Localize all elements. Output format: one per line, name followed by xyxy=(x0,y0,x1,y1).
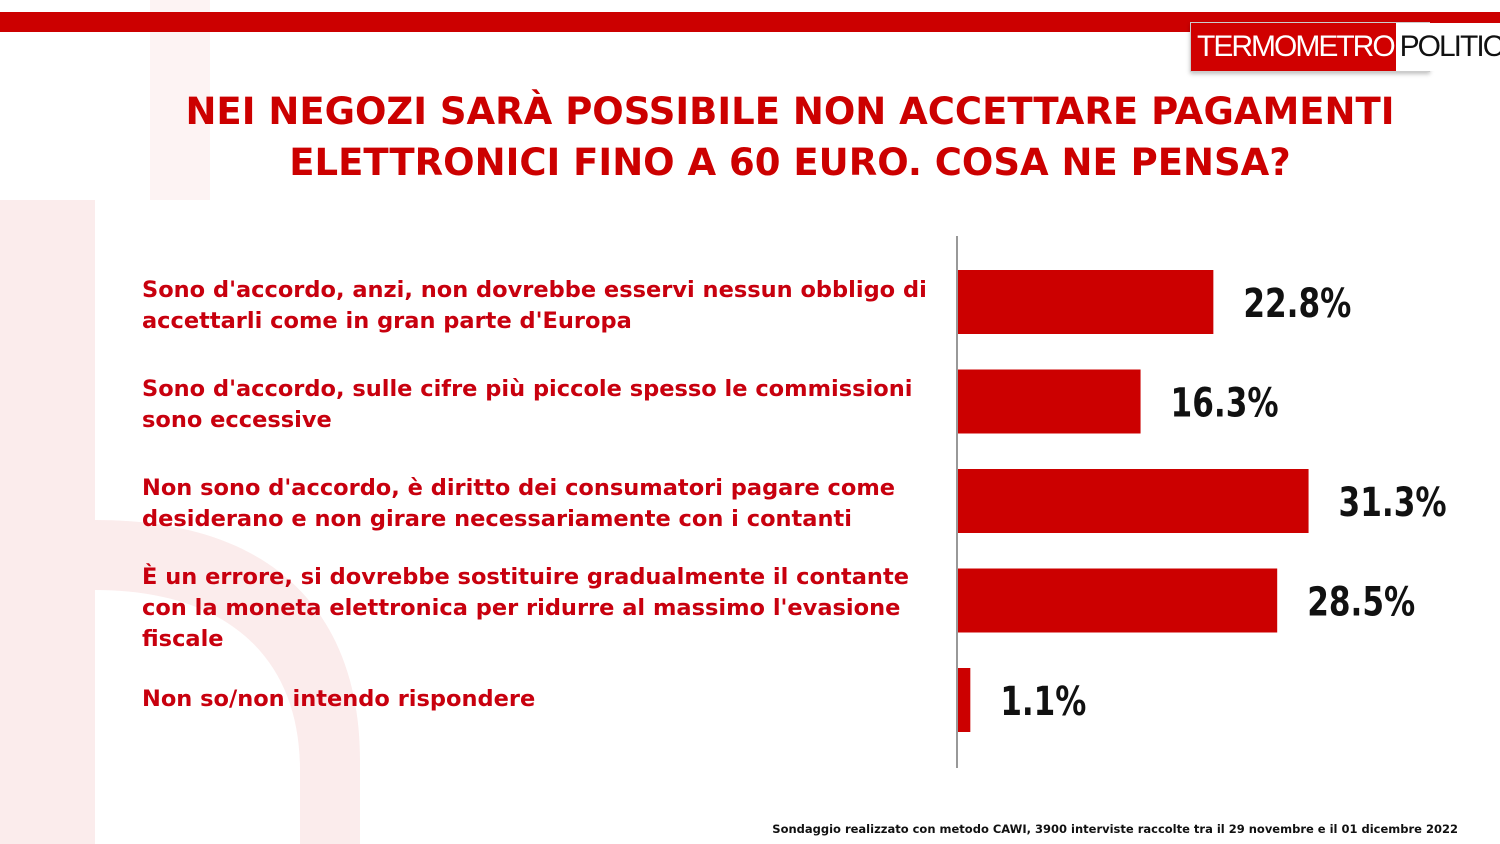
bar-2 xyxy=(958,369,1141,434)
value-label-2: 16.3% xyxy=(1171,381,1279,427)
value-label-5: 1.1% xyxy=(1000,679,1086,725)
bar-1 xyxy=(958,270,1214,334)
logo-part-termometro: TERMOMETRO xyxy=(1191,23,1396,71)
footnote: Sondaggio realizzato con metodo CAWI, 39… xyxy=(772,822,1458,836)
chart-title: NEI NEGOZI SARÀ POSSIBILE NON ACCETTARE … xyxy=(130,86,1450,188)
bar-5 xyxy=(958,668,971,732)
top-red-band xyxy=(0,12,1500,32)
title-line-1: NEI NEGOZI SARÀ POSSIBILE NON ACCETTARE … xyxy=(185,90,1395,133)
category-label-5: Non so/non intendo rispondere xyxy=(142,686,536,712)
category-label-2: Sono d'accordo, sulle cifre più piccole … xyxy=(142,376,913,433)
termometro-politico-logo: TERMOMETRO POLITICO xyxy=(1190,22,1500,72)
logo-part-politico: POLITICO xyxy=(1395,23,1500,71)
category-label-4: È un errore, si dovrebbe sostituire grad… xyxy=(142,564,909,652)
category-label-1: Sono d'accordo, anzi, non dovrebbe esser… xyxy=(142,277,927,334)
value-label-4: 28.5% xyxy=(1307,580,1415,626)
category-label-3: Non sono d'accordo, è diritto dei consum… xyxy=(142,475,896,532)
bar-3 xyxy=(958,469,1309,533)
value-label-3: 31.3% xyxy=(1339,480,1447,526)
title-line-2: ELETTRONICI FINO A 60 EURO. COSA NE PENS… xyxy=(289,141,1291,184)
bar-4 xyxy=(958,568,1278,633)
background-decoration xyxy=(0,0,360,844)
value-label-1: 22.8% xyxy=(1243,281,1351,327)
